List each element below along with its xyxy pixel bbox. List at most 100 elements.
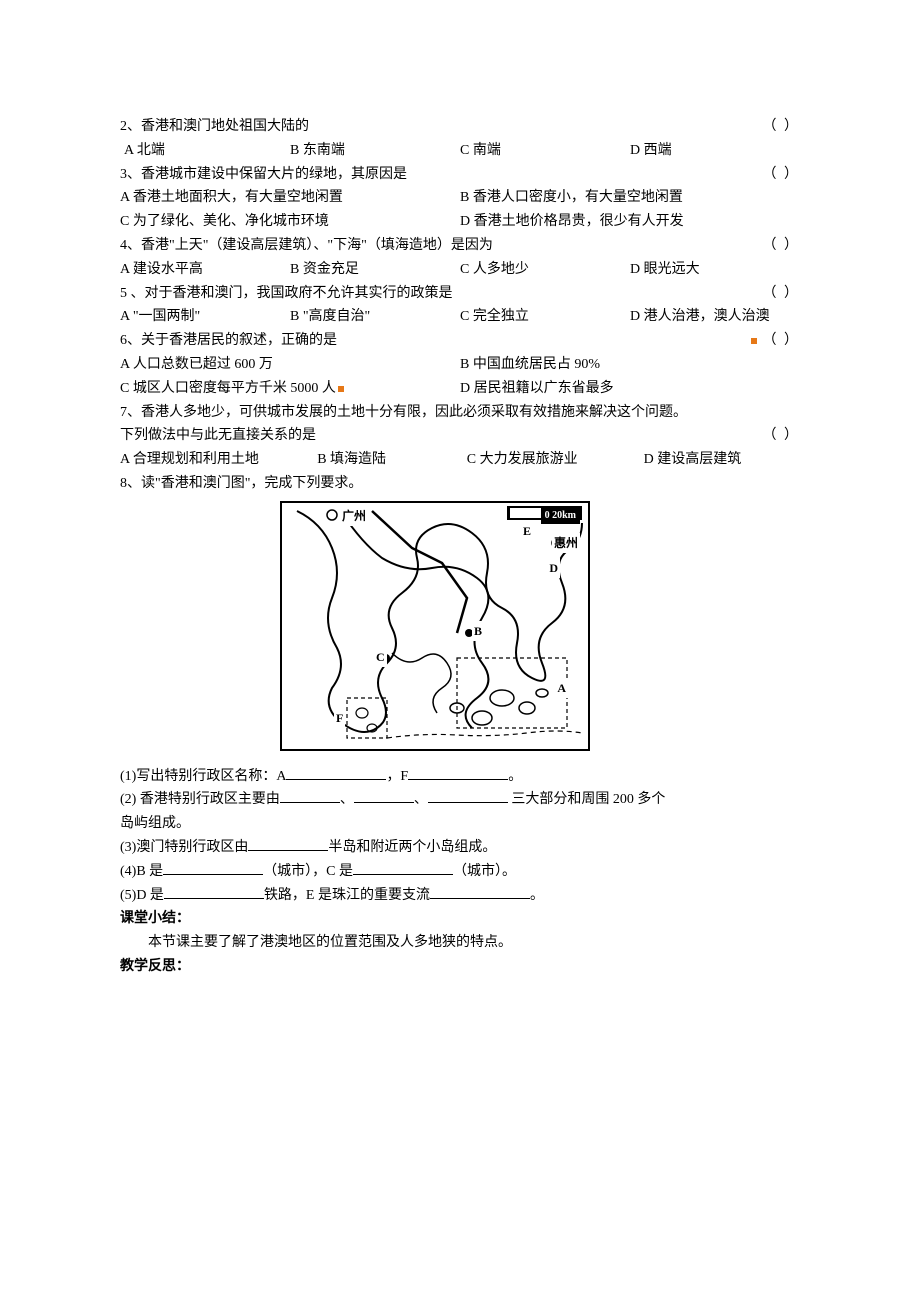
q7-stem-2: 下列做法中与此无直接关系的是 （ ）: [120, 424, 800, 448]
q6-opt-c: C 城区人口密度每平方千米 5000 人: [120, 377, 460, 401]
map-label-A: A: [555, 678, 568, 698]
q2-opt-d: D 西端: [630, 139, 800, 163]
map-label-huizhou: 惠州: [552, 533, 580, 553]
map-label-D: D: [547, 558, 560, 578]
q6-options-1: A 人口总数已超过 600 万 B 中国血统居民占 90%: [120, 353, 800, 377]
q3-opt-c: C 为了绿化、美化、净化城市环境: [120, 210, 460, 234]
q3-text: 3、香港城市建设中保留大片的绿地，其原因是: [120, 163, 763, 187]
map-container: 广州 0 20km 惠州 E D B A C F: [120, 501, 800, 760]
q5-options: A "一国两制" B "高度自治" C 完全独立 D 港人治港，澳人治澳: [120, 305, 800, 329]
sep: 、: [340, 792, 354, 807]
q6-options-2: C 城区人口密度每平方千米 5000 人 D 居民祖籍以广东省最多: [120, 377, 800, 401]
q3-opt-d: D 香港土地价格昂贵，很少有人开发: [460, 210, 800, 234]
fill-blank[interactable]: [163, 861, 263, 875]
q2-opt-c: C 南端: [460, 139, 630, 163]
q3-opt-b: B 香港人口密度小，有大量空地闲置: [460, 186, 800, 210]
map-label-C: C: [374, 647, 387, 667]
fill-blank[interactable]: [164, 885, 264, 899]
fill-blank[interactable]: [428, 789, 508, 803]
q8-sub5-end: 。: [530, 888, 544, 903]
answer-blank: （ ）: [763, 163, 801, 187]
q8-sub1: (1)写出特别行政区名称：A ，F 。: [120, 765, 800, 789]
answer-blank: （ ）: [763, 234, 801, 258]
q8-stem: 8、读"香港和澳门图"，完成下列要求。: [120, 472, 800, 496]
q2-text: 2、香港和澳门地处祖国大陆的: [120, 115, 763, 139]
q8-sub2-end: 三大部分和周围 200 多个: [508, 792, 666, 807]
q7-text-2: 下列做法中与此无直接关系的是: [120, 424, 763, 448]
q8-sub3-end: 半岛和附近两个小岛组成。: [328, 840, 496, 855]
q8-sub1-mid: ，F: [386, 769, 408, 784]
q2-opt-a: A 北端: [120, 139, 290, 163]
map-label-B: B: [472, 621, 484, 641]
q4-stem: 4、香港"上天"（建设高层建筑）、"下海"（填海造地）是因为 （ ）: [120, 234, 800, 258]
q7-stem-1: 7、香港人多地少，可供城市发展的土地十分有限，因此必须采取有效措施来解决这个问题…: [120, 401, 800, 425]
q8-sub2-pre: (2) 香港特别行政区主要由: [120, 792, 280, 807]
map-svg: [282, 503, 588, 749]
q8-sub5-mid: 铁路，E 是珠江的重要支流: [264, 888, 430, 903]
q5-opt-a: A "一国两制": [120, 305, 290, 329]
q3-options-1: A 香港土地面积大，有大量空地闲置 B 香港人口密度小，有大量空地闲置: [120, 186, 800, 210]
summary-text: 本节课主要了解了港澳地区的位置范围及人多地狭的特点。: [120, 931, 800, 955]
q8-sub4-end: （城市）。: [453, 864, 516, 879]
q8-sub5-pre: (5)D 是: [120, 888, 164, 903]
q4-text: 4、香港"上天"（建设高层建筑）、"下海"（填海造地）是因为: [120, 234, 763, 258]
q8-sub1-pre: (1)写出特别行政区名称：A: [120, 769, 286, 784]
map-label-scale: 0 20km: [541, 507, 580, 524]
fill-blank[interactable]: [430, 885, 530, 899]
q3-opt-a: A 香港土地面积大，有大量空地闲置: [120, 186, 460, 210]
q8-sub4: (4)B 是 （城市），C 是 （城市）。: [120, 860, 800, 884]
q4-opt-d: D 眼光远大: [630, 258, 800, 282]
summary-title: 课堂小结：: [120, 907, 800, 931]
fill-blank[interactable]: [286, 766, 386, 780]
q8-sub4-pre: (4)B 是: [120, 864, 163, 879]
paren: （ ）: [763, 333, 801, 348]
fill-blank[interactable]: [408, 766, 508, 780]
q6-stem: 6、关于香港居民的叙述，正确的是 （ ）: [120, 329, 800, 353]
fill-blank[interactable]: [354, 789, 414, 803]
q7-options: A 合理规划和利用土地 B 填海造陆 C 大力发展旅游业 D 建设高层建筑: [120, 448, 800, 472]
q5-opt-b: B "高度自治": [290, 305, 460, 329]
map-label-F: F: [334, 708, 345, 728]
answer-blank: （ ）: [763, 424, 801, 448]
q4-opt-a: A 建设水平高: [120, 258, 290, 282]
q2-opt-b: B 东南端: [290, 139, 460, 163]
answer-blank: （ ）: [751, 329, 800, 353]
fill-blank[interactable]: [248, 837, 328, 851]
q3-options-2: C 为了绿化、美化、净化城市环境 D 香港土地价格昂贵，很少有人开发: [120, 210, 800, 234]
fill-blank[interactable]: [280, 789, 340, 803]
marker-dot: [751, 338, 757, 344]
q6-opt-b: B 中国血统居民占 90%: [460, 353, 800, 377]
sep: 、: [414, 792, 428, 807]
map-label-E: E: [521, 521, 533, 541]
q6-text: 6、关于香港居民的叙述，正确的是: [120, 329, 751, 353]
q8-sub4-mid: （城市），C 是: [263, 864, 353, 879]
reflection-title: 教学反思：: [120, 955, 800, 979]
q4-opt-b: B 资金充足: [290, 258, 460, 282]
fill-blank[interactable]: [353, 861, 453, 875]
marker-dot: [338, 386, 344, 392]
answer-blank: （ ）: [763, 282, 801, 306]
q6-opt-a: A 人口总数已超过 600 万: [120, 353, 460, 377]
q7-opt-a: A 合理规划和利用土地: [120, 448, 317, 472]
q7-opt-b: B 填海造陆: [317, 448, 467, 472]
q8-sub1-end: 。: [508, 769, 522, 784]
q8-sub2-line2: 岛屿组成。: [120, 812, 800, 836]
q4-options: A 建设水平高 B 资金充足 C 人多地少 D 眼光远大: [120, 258, 800, 282]
q7-opt-c: C 大力发展旅游业: [467, 448, 644, 472]
q7-opt-d: D 建设高层建筑: [644, 448, 800, 472]
q5-opt-d: D 港人治港，澳人治澳: [630, 305, 800, 329]
q8-sub3-pre: (3)澳门特别行政区由: [120, 840, 248, 855]
q2-options: A 北端 B 东南端 C 南端 D 西端: [120, 139, 800, 163]
q8-sub2: (2) 香港特别行政区主要由 、 、 三大部分和周围 200 多个: [120, 788, 800, 812]
answer-blank: （ ）: [763, 115, 801, 139]
hk-macau-map: 广州 0 20km 惠州 E D B A C F: [280, 501, 590, 751]
q5-stem: 5 、对于香港和澳门，我国政府不允许其实行的政策是 （ ）: [120, 282, 800, 306]
map-label-guangzhou: 广州: [340, 506, 368, 526]
q8-sub5: (5)D 是 铁路，E 是珠江的重要支流 。: [120, 884, 800, 908]
q3-stem: 3、香港城市建设中保留大片的绿地，其原因是 （ ）: [120, 163, 800, 187]
q6-opt-d: D 居民祖籍以广东省最多: [460, 377, 800, 401]
q4-opt-c: C 人多地少: [460, 258, 630, 282]
q8-sub3: (3)澳门特别行政区由 半岛和附近两个小岛组成。: [120, 836, 800, 860]
q5-opt-c: C 完全独立: [460, 305, 630, 329]
q2-stem: 2、香港和澳门地处祖国大陆的 （ ）: [120, 115, 800, 139]
